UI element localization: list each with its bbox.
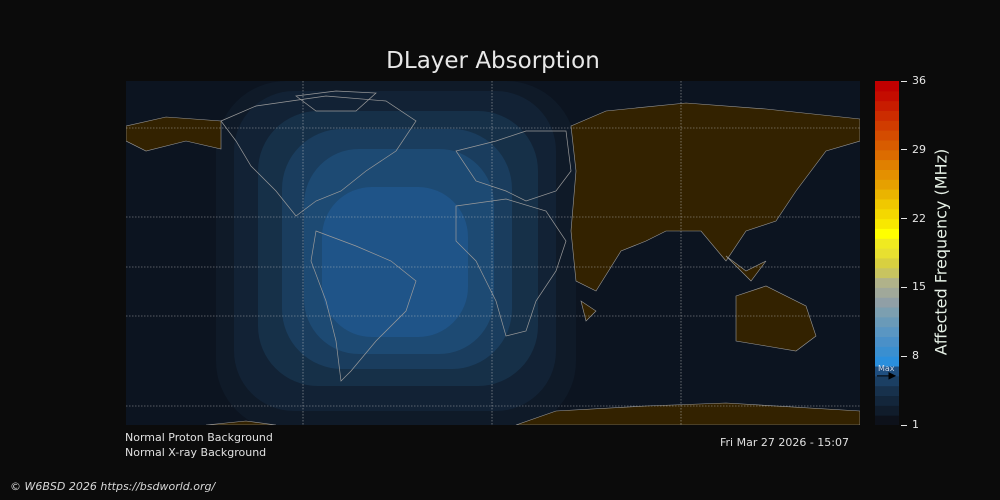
absorption-map: [126, 81, 860, 425]
colorbar-segment: [875, 198, 899, 210]
colorbar-segment: [875, 326, 899, 338]
copyright: © W6BSD 2026 https://bsdworld.org/: [10, 480, 216, 493]
colorbar-segment: [875, 139, 899, 151]
night-landmasses: [126, 102, 860, 425]
colorbar-segment: [875, 297, 899, 308]
absorption-contours: [216, 81, 576, 425]
colorbar-segment: [875, 130, 899, 141]
timestamp: Fri Mar 27 2026 - 15:07: [720, 436, 850, 449]
colorbar-segment: [875, 228, 899, 239]
colorbar-tick: 8: [901, 350, 919, 362]
colorbar-label: Affected Frequency (MHz): [931, 148, 951, 356]
colorbar-segment: [875, 169, 899, 180]
colorbar-segment: [875, 159, 899, 170]
colorbar-tick: 22: [901, 212, 926, 225]
colorbar-segment: [875, 208, 899, 220]
colorbar-segment: [875, 346, 899, 357]
colorbar-segment: [875, 218, 899, 229]
colorbar-segment: [875, 248, 899, 259]
colorbar-segment: [875, 385, 899, 397]
colorbar-segment: [875, 375, 899, 387]
colorbar-segment: [875, 287, 899, 298]
colorbar-segment: [875, 110, 899, 121]
xray-status: Normal X-ray Background: [125, 446, 267, 459]
colorbar-segment: [875, 316, 899, 328]
colorbar-segment: [875, 179, 899, 190]
colorbar-tick: 15: [901, 281, 926, 293]
colorbar-segment: [875, 307, 899, 318]
grid-lines: [126, 81, 860, 425]
colorbar: [875, 81, 899, 425]
colorbar-segment: [875, 100, 899, 111]
colorbar-segment: [875, 90, 899, 102]
colorbar-segment: [875, 405, 899, 416]
colorbar-segment: [875, 336, 899, 347]
colorbar-segment: [875, 395, 899, 406]
colorbar-segment: [875, 415, 899, 425]
colorbar-segment: [875, 120, 899, 131]
chart-title: DLayer Absorption: [386, 48, 600, 74]
colorbar-segment: [875, 257, 899, 269]
colorbar-segment: [875, 189, 899, 200]
colorbar-tick: 1: [901, 419, 919, 431]
colorbar-segment: [875, 366, 899, 377]
colorbar-segment: [875, 149, 899, 161]
colorbar-tick: 29: [901, 143, 926, 156]
colorbar-tick: 36: [901, 75, 926, 87]
max-marker-label: Max: [878, 364, 895, 373]
colorbar-segment: [875, 238, 899, 249]
colorbar-segment: [875, 81, 899, 92]
colorbar-segment: [875, 356, 899, 367]
colorbar-segment: [875, 267, 899, 279]
max-arrow-icon: [877, 372, 897, 380]
colorbar-segment: [875, 277, 899, 288]
proton-status: Normal Proton Background: [125, 431, 273, 444]
